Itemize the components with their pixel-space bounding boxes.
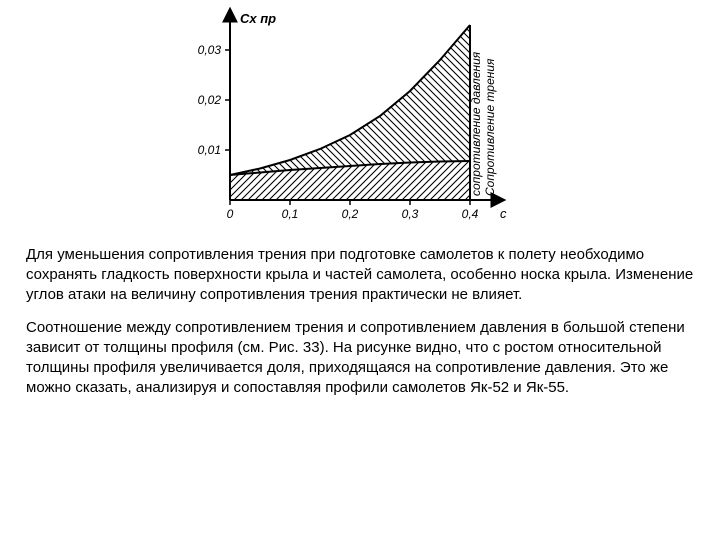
side-label-pressure: сопротивление давления [469, 51, 483, 196]
side-label-friction: Сопротивление трения [483, 58, 497, 196]
y-tick-label: 0,03 [198, 43, 222, 57]
x-tick-label: 0,4 [462, 207, 479, 221]
chart-svg: 0 0,1 0,2 0,3 0,4 0,01 0,02 0,03 Cx пр c сопротивл… [170, 5, 530, 235]
y-axis-label: Cx пр [240, 11, 276, 26]
paragraph-1: Для уменьшения сопротивления трения при … [26, 245, 694, 304]
page: 0 0,1 0,2 0,3 0,4 0,01 0,02 0,03 Cx пр c сопротивл… [0, 0, 720, 540]
x-tick-label: 0,1 [282, 207, 299, 221]
pressure-region [230, 25, 470, 175]
y-tick-label: 0,01 [198, 143, 221, 157]
drag-chart: 0 0,1 0,2 0,3 0,4 0,01 0,02 0,03 Cx пр c сопротивл… [170, 5, 530, 235]
x-tick-label: 0 [227, 207, 234, 221]
body-text: Для уменьшения сопротивления трения при … [26, 245, 694, 412]
y-tick-label: 0,02 [198, 93, 222, 107]
x-tick-label: 0,2 [342, 207, 359, 221]
x-tick-label: 0,3 [402, 207, 419, 221]
paragraph-2: Соотношение между сопротивлением трения … [26, 318, 694, 397]
x-axis-label: c [500, 206, 507, 221]
